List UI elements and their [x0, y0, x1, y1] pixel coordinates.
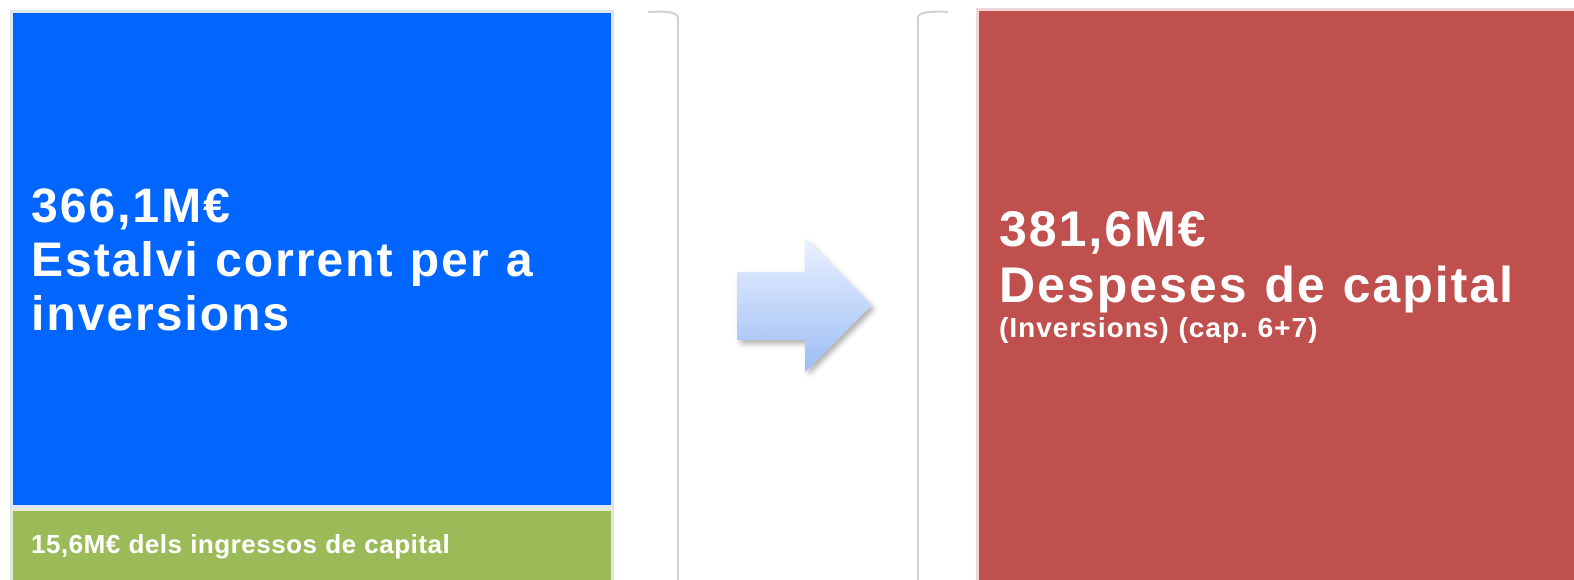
expense-amount: 381,6M€ — [999, 201, 1208, 257]
capital-income-box: 15,6M€ dels ingressos de capital — [10, 508, 614, 580]
capital-expense-text: 381,6M€ Despeses de capital (Inversions)… — [999, 201, 1569, 343]
savings-box: 366,1M€ Estalvi corrent per a inversions — [10, 10, 614, 508]
bracket-right — [917, 10, 949, 580]
capital-expense-box: 381,6M€ Despeses de capital (Inversions)… — [976, 8, 1574, 580]
savings-label: Estalvi corrent per a inversions — [31, 234, 535, 341]
bracket-left — [647, 10, 679, 580]
savings-text: 366,1M€ Estalvi corrent per a inversions — [31, 180, 591, 342]
arrow — [737, 238, 872, 372]
expense-label: Despeses de capital — [999, 257, 1516, 313]
capital-income-label: 15,6M€ dels ingressos de capital — [31, 529, 451, 559]
savings-amount: 366,1M€ — [31, 180, 232, 233]
expense-note: (Inversions) (cap. 6+7) — [999, 312, 1319, 343]
